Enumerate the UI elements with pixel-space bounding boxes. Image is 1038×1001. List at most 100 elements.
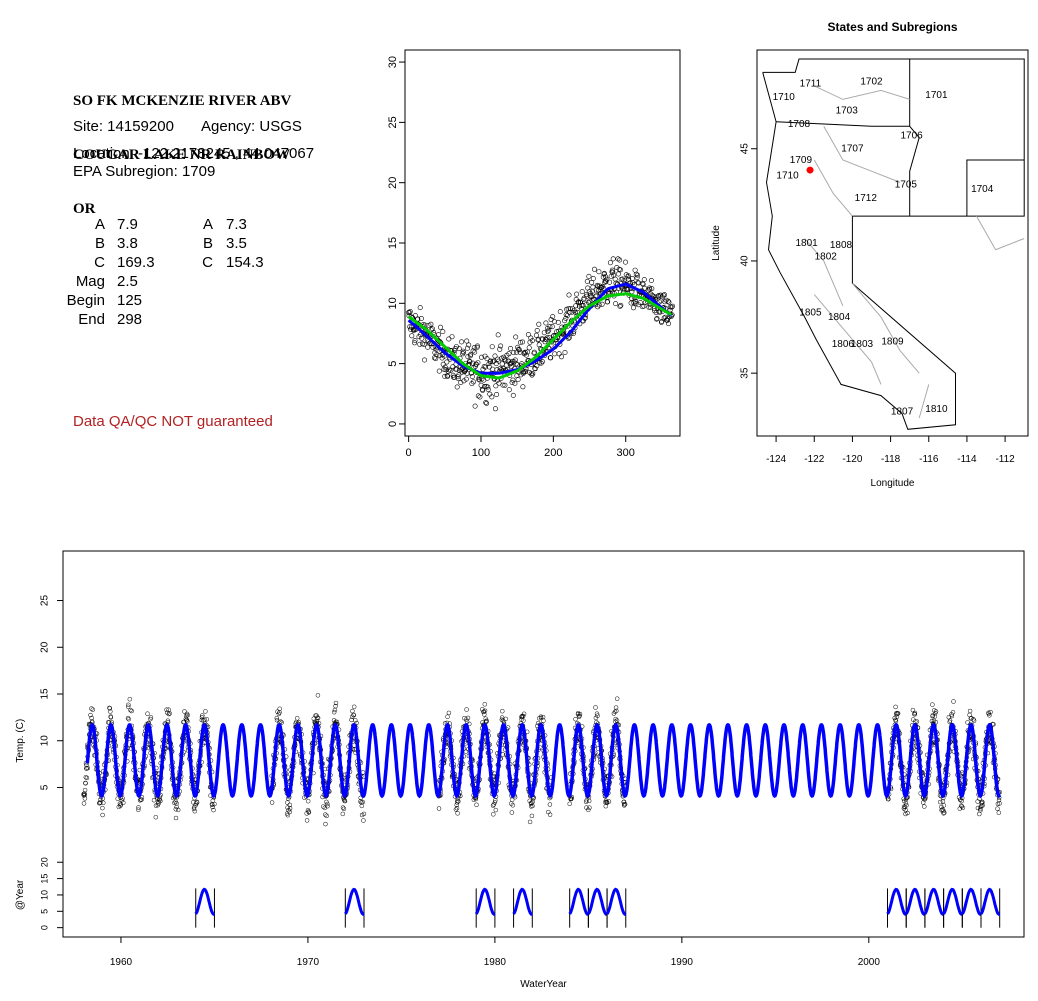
data-point [669, 304, 675, 310]
data-point [89, 706, 94, 711]
param-label: A [202, 216, 213, 233]
subregion-border [804, 238, 844, 306]
data-point [412, 337, 418, 343]
data-point [617, 303, 623, 309]
data-point [121, 800, 126, 805]
data-point [340, 805, 346, 810]
region-label: 1801 [795, 238, 818, 249]
y-axis-label: Temp. (C) [15, 719, 26, 763]
y2-tick-label: 0 [39, 925, 49, 930]
y-tick-label: 5 [387, 361, 399, 367]
year-mini-line [605, 887, 627, 916]
data-point [596, 302, 602, 308]
data-point [482, 364, 488, 370]
data-point [445, 714, 450, 719]
data-point [446, 710, 452, 716]
data-point [435, 332, 441, 338]
data-point [477, 394, 483, 400]
param-value: 298 [117, 311, 143, 328]
y2-tick-label: 15 [39, 874, 49, 884]
data-point [574, 291, 580, 297]
x-tick-label: 1960 [110, 957, 133, 968]
data-point [83, 774, 89, 780]
data-point [534, 327, 540, 333]
data-point [184, 718, 189, 723]
data-point [81, 801, 87, 806]
data-point [665, 298, 671, 304]
data-point [446, 367, 452, 373]
data-point [194, 800, 200, 805]
year-mini-curve [923, 887, 945, 928]
data-point [482, 702, 488, 707]
data-point [529, 338, 535, 344]
data-point [659, 318, 665, 324]
data-point [654, 315, 660, 321]
data-point [305, 798, 311, 804]
data-point [139, 797, 144, 802]
data-point [458, 379, 464, 385]
data-point [464, 707, 469, 712]
data-point [470, 360, 476, 366]
data-point [529, 813, 535, 819]
subregion-border [976, 215, 1025, 251]
data-point [98, 800, 103, 805]
region-label: 1712 [855, 193, 878, 204]
data-point [550, 314, 556, 320]
data-point [654, 316, 660, 322]
data-point [544, 335, 550, 341]
data-point [285, 800, 290, 805]
data-point [83, 781, 88, 786]
region-label: 1703 [836, 106, 859, 117]
data-point [192, 808, 198, 814]
site-title-line: COUGAR LAKE NR RAINBOW [73, 147, 291, 163]
data-point [549, 324, 555, 330]
site-marker [806, 166, 814, 174]
year-mini-line [942, 887, 963, 916]
data-point [475, 360, 481, 366]
region-label: 1808 [830, 240, 853, 251]
data-point [509, 801, 514, 806]
x-tick-label: 300 [617, 447, 635, 459]
data-point [547, 324, 553, 330]
data-point [323, 812, 328, 817]
data-point [573, 296, 579, 302]
data-point [595, 304, 601, 310]
y2-tick-label: 10 [39, 890, 49, 900]
data-point [185, 719, 190, 724]
x-tick-label: -116 [919, 454, 939, 465]
data-point [175, 807, 181, 813]
param-label: B [202, 235, 213, 252]
y-tick-label: 35 [740, 367, 751, 379]
data-point [333, 703, 338, 709]
data-point [278, 719, 283, 724]
data-point [557, 309, 563, 315]
data-point [125, 704, 131, 710]
data-point [483, 399, 489, 405]
data-point [587, 293, 593, 299]
data-point [977, 811, 982, 817]
data-point [536, 342, 542, 348]
data-point [449, 334, 455, 340]
data-point [353, 718, 358, 723]
data-point [467, 359, 473, 365]
data-point [425, 344, 431, 350]
data-point [101, 800, 106, 806]
region-label: 1710 [776, 171, 799, 182]
year-mini-line [886, 887, 907, 916]
data-point [485, 386, 491, 392]
data-point [361, 811, 367, 817]
param-value: 3.8 [117, 235, 138, 252]
x-tick-label: 2000 [858, 957, 881, 968]
data-point [412, 340, 418, 346]
data-point [127, 696, 133, 702]
subregion-border [814, 85, 910, 100]
data-point [473, 361, 479, 367]
data-point [579, 289, 585, 295]
data-point [351, 704, 357, 710]
data-point [618, 302, 624, 308]
data-point [556, 351, 562, 357]
region-label: 1701 [925, 90, 948, 101]
data-point [575, 299, 581, 305]
data-point [648, 277, 654, 283]
data-point [513, 334, 519, 340]
